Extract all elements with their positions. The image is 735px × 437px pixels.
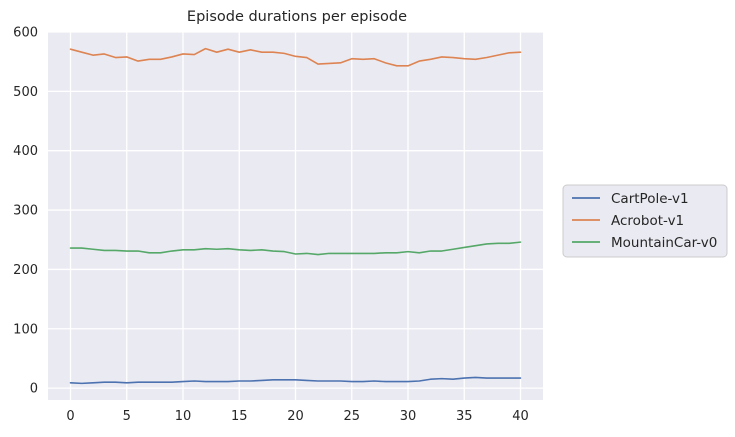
- x-tick-label: 5: [123, 409, 131, 424]
- x-tick-label: 10: [175, 409, 192, 424]
- y-tick-label: 500: [13, 85, 38, 100]
- chart-title: Episode durations per episode: [187, 9, 407, 25]
- y-tick-label: 300: [13, 204, 38, 219]
- x-tick-label: 15: [231, 409, 248, 424]
- y-tick-label: 0: [30, 382, 38, 397]
- legend-label-cartpole-v1: CartPole-v1: [611, 191, 689, 207]
- y-axis-ticks: 0 100 200 300 400 500 600: [13, 26, 38, 397]
- x-tick-label: 25: [343, 409, 360, 424]
- x-tick-label: 40: [512, 409, 529, 424]
- y-tick-label: 400: [13, 144, 38, 159]
- x-tick-label: 35: [456, 409, 473, 424]
- y-tick-label: 200: [13, 263, 38, 278]
- gridlines: [48, 31, 543, 400]
- legend-box: [562, 184, 728, 258]
- legend-label-acrobot-v1: Acrobot-v1: [611, 213, 684, 229]
- legend-label-mountaincar-v0: MountainCar-v0: [611, 235, 717, 251]
- x-axis-ticks: 0 5 10 15 20 25 30 35 40: [66, 409, 528, 424]
- series-line-cartpole-v1: [69, 376, 522, 385]
- series-lines: [69, 47, 522, 385]
- x-tick-label: 0: [66, 409, 74, 424]
- y-tick-label: 100: [13, 322, 38, 337]
- series-line-acrobot-v1: [69, 47, 522, 67]
- legend: CartPole-v1 Acrobot-v1 MountainCar-v0: [562, 184, 728, 258]
- x-tick-label: 30: [400, 409, 417, 424]
- x-tick-label: 20: [287, 409, 304, 424]
- series-line-mountaincar-v0: [69, 241, 522, 256]
- y-tick-label: 600: [13, 26, 38, 41]
